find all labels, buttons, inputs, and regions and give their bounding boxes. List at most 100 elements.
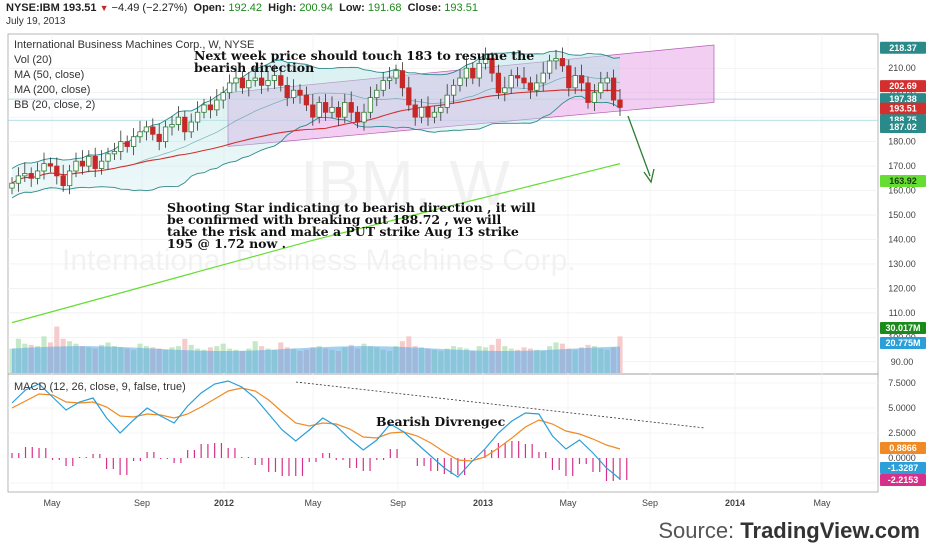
price-change: −4.49 (−2.27%) (111, 2, 188, 14)
candle-body (502, 87, 508, 94)
price-tag-box (880, 93, 926, 106)
candle-body (34, 170, 41, 179)
close-value: 193.51 (444, 2, 478, 14)
candle-body (22, 173, 28, 177)
price-tag-label: 218.37 (889, 43, 917, 53)
candle-body (508, 75, 514, 89)
price-y-tick: 110.00 (889, 308, 916, 318)
bollinger-band-fill (12, 51, 620, 198)
candle-body (201, 104, 207, 113)
candle-body (431, 111, 438, 118)
last-price: 193.51 (62, 2, 97, 14)
candle-body (617, 99, 623, 108)
x-tick-label: May (43, 498, 61, 508)
legend-macd: MACD (12, 26, close, 9, false, true) (14, 381, 186, 393)
candle-body (79, 160, 86, 167)
macd-y-tick: 7.5000 (888, 378, 916, 388)
candle-body (284, 84, 290, 98)
forecast-arrowhead-icon (643, 168, 655, 184)
candle-body (463, 67, 470, 79)
price-tag-label: 163.92 (889, 176, 917, 186)
candle-body (98, 160, 105, 169)
candle-body (534, 82, 540, 91)
candle-body (444, 94, 450, 108)
price-tag-label: 202.69 (889, 81, 917, 91)
price-tag-label: 197.38 (889, 94, 917, 104)
macd-y-tick: 2.5000 (888, 428, 916, 438)
moving-average-layer (11, 89, 621, 324)
candle-body (412, 104, 418, 118)
macd-tag-box (880, 462, 926, 474)
candles-layer (9, 47, 623, 195)
candle-body (303, 94, 310, 106)
candle-body (598, 82, 604, 94)
annotation-top-line2: bearish direction (194, 60, 314, 75)
candle-body (406, 87, 412, 106)
candle-body (271, 75, 278, 81)
source-prefix: Source: (658, 518, 741, 543)
candle-body (322, 102, 329, 113)
header-date: July 19, 2013 (6, 16, 66, 27)
candle-body (28, 173, 34, 179)
candle-body (591, 92, 598, 103)
candle-body (482, 58, 489, 64)
price-tag-label: 193.51 (889, 104, 917, 114)
candle-body (111, 151, 118, 155)
candle-body (150, 126, 156, 135)
watermark-symbol: IBM, W (300, 147, 510, 219)
candle-body (418, 106, 425, 118)
candle-body (188, 121, 194, 133)
candle-body (367, 97, 374, 113)
macd-tag-box (880, 442, 926, 454)
candle-body (546, 60, 553, 74)
price-tag-label: 188.75 (889, 115, 917, 125)
candle-body (214, 99, 220, 111)
candle-body (73, 160, 79, 172)
candle-body (66, 170, 73, 187)
ma50-line (11, 89, 621, 184)
source-brand[interactable]: TradingView.com (740, 518, 920, 543)
candle-body (265, 80, 271, 86)
x-tick-label: Sep (134, 498, 150, 508)
ticker-header: NYSE:IBM 193.51 ▼ −4.49 (−2.27%) Open: 1… (6, 2, 478, 14)
candle-body (169, 124, 175, 128)
legend-ma200: MA (200, close) (14, 84, 90, 96)
candle-body (143, 126, 150, 133)
price-tag-box (880, 174, 926, 187)
candle-body (457, 77, 463, 86)
price-tag-label: 30.017M (885, 323, 920, 333)
price-tag-box (880, 120, 926, 133)
candle-body (226, 82, 233, 94)
ticker-symbol[interactable]: NYSE:IBM (6, 2, 60, 14)
candle-body (156, 133, 162, 143)
annotation-star-line4: 195 @ 1.72 now . (167, 236, 286, 251)
bollinger-upper (11, 50, 621, 169)
candle-body (252, 77, 258, 81)
candle-body (41, 163, 47, 172)
candle-body (175, 116, 182, 125)
legend-title: International Business Machines Corp., W… (14, 39, 254, 51)
candle-body (233, 77, 239, 84)
high-label: High: (268, 2, 297, 14)
candle-body (342, 102, 348, 118)
candle-body (348, 102, 354, 113)
candle-body (329, 106, 335, 113)
candle-body (610, 77, 617, 101)
candle-body (335, 106, 342, 118)
x-tick-label: 2012 (214, 498, 234, 508)
candle-body (354, 111, 361, 123)
x-tick-label: Sep (642, 498, 658, 508)
macd-y-tick: 0.0000 (888, 453, 916, 463)
forecast-arrow (627, 115, 651, 177)
macd-tag-label: 0.8866 (889, 443, 917, 453)
candle-body (374, 89, 380, 98)
candle-body (182, 116, 188, 133)
candle-body (118, 141, 124, 152)
candle-body (162, 126, 169, 143)
candle-body (514, 75, 521, 79)
candle-body (124, 141, 130, 147)
low-label: Low: (339, 2, 365, 14)
price-y-tick: 160.00 (888, 186, 916, 196)
open-value: 192.42 (228, 2, 263, 14)
